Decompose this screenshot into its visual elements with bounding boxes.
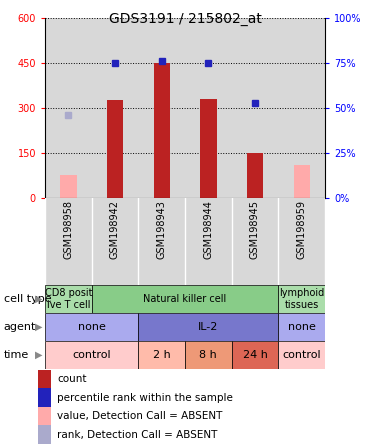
Bar [92,18,138,198]
Bar [45,198,92,285]
Text: count: count [58,374,87,384]
Bar [200,99,217,198]
Text: none: none [78,322,106,332]
Text: 8 h: 8 h [200,350,217,360]
Text: percentile rank within the sample: percentile rank within the sample [58,393,233,403]
Bar [138,198,185,285]
Text: GSM198959: GSM198959 [297,200,307,259]
Bar [185,18,232,198]
Text: GSM198944: GSM198944 [203,200,213,258]
Bar [45,341,138,369]
Text: agent: agent [4,322,36,332]
Text: control: control [282,350,321,360]
Bar [92,198,138,285]
Bar [92,285,278,313]
Text: none: none [288,322,316,332]
Text: ▶: ▶ [35,322,43,332]
Bar [107,100,123,198]
Bar [45,18,92,198]
Text: 24 h: 24 h [243,350,267,360]
Bar [38,370,51,388]
Bar [138,341,185,369]
Bar [232,18,278,198]
Bar [232,198,278,285]
Bar [38,407,51,425]
Bar [38,425,51,444]
Text: value, Detection Call = ABSENT: value, Detection Call = ABSENT [58,411,223,421]
Bar [278,341,325,369]
Bar [138,313,278,341]
Text: GDS3191 / 215802_at: GDS3191 / 215802_at [109,12,262,26]
Bar [247,153,263,198]
Bar [45,313,138,341]
Bar [278,313,325,341]
Bar [232,341,278,369]
Text: CD8 posit
ive T cell: CD8 posit ive T cell [45,288,92,310]
Text: control: control [72,350,111,360]
Bar [38,388,51,407]
Text: GSM198942: GSM198942 [110,200,120,259]
Text: IL-2: IL-2 [198,322,219,332]
Text: rank, Detection Call = ABSENT: rank, Detection Call = ABSENT [58,430,218,440]
Text: 2 h: 2 h [153,350,171,360]
Text: GSM198945: GSM198945 [250,200,260,259]
Bar [60,175,76,198]
Text: ▶: ▶ [35,350,43,360]
Bar [293,165,310,198]
Bar [185,341,232,369]
Text: cell type: cell type [4,294,51,304]
Bar [138,18,185,198]
Text: Natural killer cell: Natural killer cell [143,294,227,304]
Bar [278,285,325,313]
Text: lymphoid
tissues: lymphoid tissues [279,288,324,310]
Text: time: time [4,350,29,360]
Bar [278,198,325,285]
Text: ▶: ▶ [35,294,43,304]
Text: GSM198943: GSM198943 [157,200,167,258]
Bar [45,285,92,313]
Bar [278,18,325,198]
Bar [185,198,232,285]
Text: GSM198958: GSM198958 [63,200,73,259]
Bar [154,63,170,198]
